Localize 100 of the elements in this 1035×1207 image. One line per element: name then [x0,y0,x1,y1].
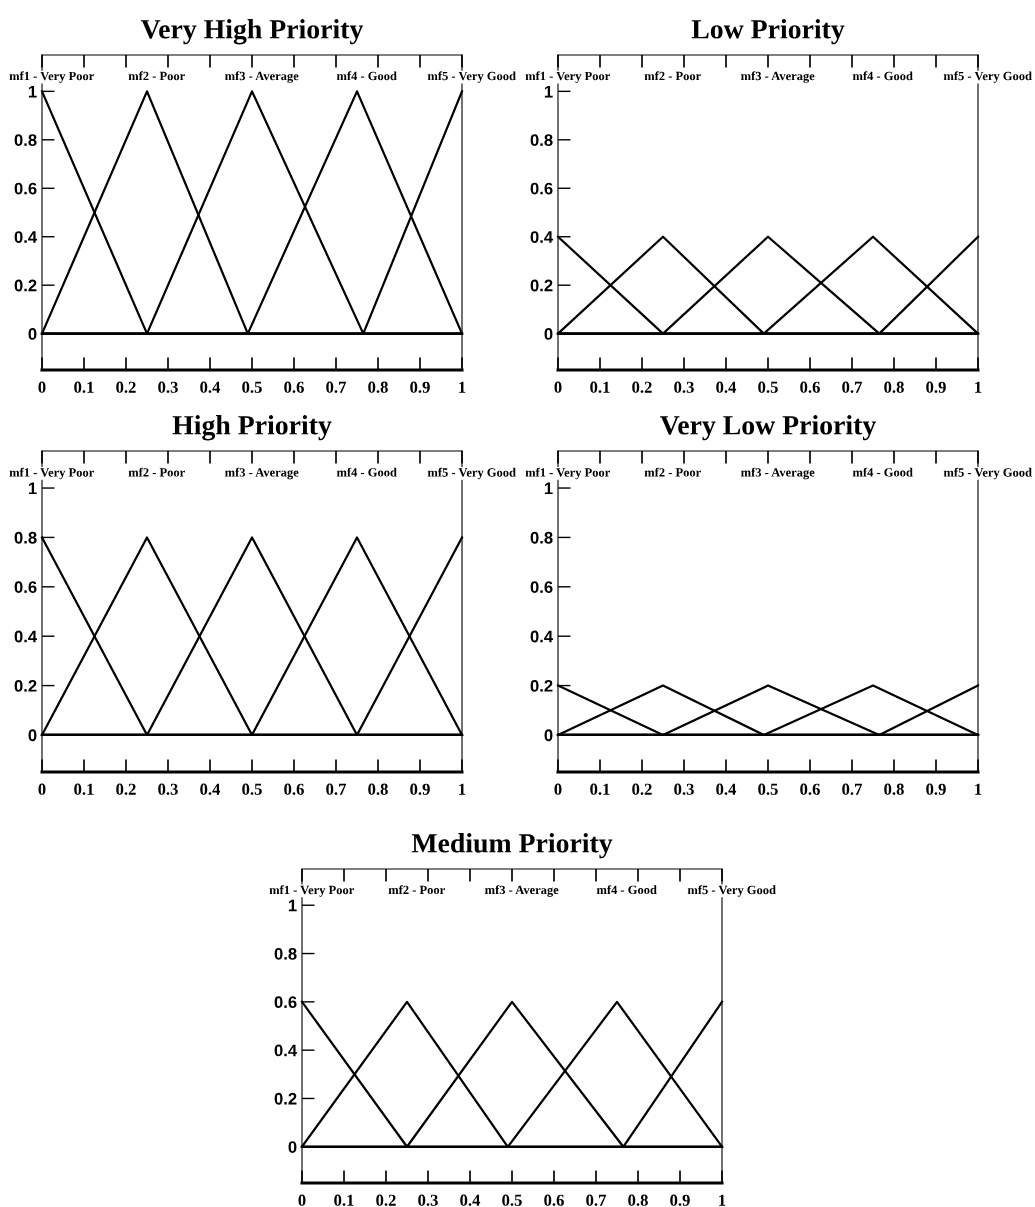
x-tick-label: 0.2 [116,783,136,795]
chart-title: Low Priority [691,19,845,45]
x-tick-label: 0.5 [242,783,262,795]
x-tick-label: 0.7 [326,381,347,393]
y-tick-label: 0 [288,1141,297,1153]
x-tick-label: 0.5 [758,381,778,393]
x-tick-label: 0 [298,1194,306,1206]
x-tick-label: 0.1 [74,381,94,393]
x-tick-label: 0.4 [460,1194,481,1206]
x-tick-label: 0.4 [200,783,221,795]
x-tick-label: 0 [554,783,562,795]
x-tick-label: 0.9 [926,381,946,393]
x-tick-label: 1 [459,381,466,393]
chart-title: Very High Priority [140,19,364,45]
y-tick-label: 0.8 [14,531,37,544]
x-tick-label: 0.4 [716,783,737,795]
x-tick-label: 0.5 [502,1194,522,1206]
legend-label: mf2 - Poor [388,885,445,895]
y-tick-label: 0 [28,729,37,742]
legend-label: mf1 - Very Poor [525,71,610,83]
y-tick-label: 1 [544,85,553,98]
y-tick-label: 0.4 [274,1044,298,1057]
x-tick-label: 0.2 [376,1194,396,1206]
x-tick-label: 0.9 [670,1194,690,1206]
y-tick-label: 1 [28,482,37,495]
x-tick-label: 0.7 [842,783,863,795]
legend-label: mf3 - Average [741,71,815,83]
x-tick-label: 0.1 [334,1194,354,1206]
legend-label: mf3 - Average [485,885,559,897]
x-tick-label: 0.8 [884,783,904,795]
x-tick-label: 0.9 [410,381,430,393]
legend-label: mf5 - Very Good [943,71,1032,83]
y-tick-label: 0.8 [14,134,37,147]
x-tick-label: 0.2 [116,381,136,393]
y-tick-label: 0.4 [530,231,554,243]
x-tick-label: 0.5 [242,381,262,393]
legend-label: mf5 - Very Good [427,71,516,83]
y-tick-label: 1 [288,899,297,912]
y-tick-label: 0.2 [530,279,553,292]
y-tick-label: 1 [544,482,553,495]
legend-label: mf2 - Poor [128,71,185,81]
y-tick-label: 0.2 [530,679,553,692]
y-tick-label: 0.6 [530,581,553,594]
x-tick-label: 0.8 [368,783,388,795]
x-tick-label: 0 [554,381,562,393]
chart-title: Very Low Priority [660,415,876,441]
x-tick-label: 0.7 [842,381,863,393]
x-tick-label: 0.8 [368,381,388,393]
legend-label: mf5 - Very Good [687,885,776,897]
x-tick-label: 1 [975,783,982,795]
x-tick-label: 1 [975,381,982,393]
x-tick-label: 0.2 [632,381,652,393]
x-tick-label: 1 [459,783,466,795]
x-tick-label: 0.6 [800,783,820,795]
y-tick-label: 0.8 [530,531,553,544]
x-tick-label: 0.9 [410,783,430,795]
y-tick-label: 0 [544,729,553,742]
legend-label: mf4 - Good [596,885,657,895]
x-tick-label: 0.5 [758,783,778,795]
legend-label: mf4 - Good [336,467,397,477]
chart-title: Medium Priority [411,833,613,859]
y-tick-label: 0.6 [530,182,553,195]
x-tick-label: 0.3 [418,1194,438,1206]
legend-label: mf2 - Poor [644,71,701,81]
legend-label: mf3 - Average [741,467,815,480]
y-tick-label: 0.8 [530,134,553,147]
y-tick-label: 0.8 [274,947,297,960]
x-tick-label: 0.3 [158,381,178,393]
y-tick-label: 0.4 [14,231,38,243]
legend-label: mf1 - Very Poor [9,467,94,480]
legend-label: mf2 - Poor [128,467,185,477]
y-tick-label: 0.4 [530,630,554,643]
x-tick-label: 0.4 [716,381,737,393]
legend-label: mf1 - Very Poor [269,885,354,897]
chart-title: High Priority [172,415,332,441]
legend-label: mf4 - Good [852,71,913,81]
x-tick-label: 0.1 [590,381,610,393]
y-tick-label: 0.6 [14,581,37,594]
legend-label: mf4 - Good [336,71,397,81]
x-tick-label: 0 [38,381,46,393]
y-tick-label: 0.4 [14,630,38,643]
legend-label: mf5 - Very Good [427,467,516,480]
x-tick-label: 0.1 [590,783,610,795]
x-tick-label: 0.1 [74,783,94,795]
y-tick-label: 0.6 [14,182,37,195]
x-tick-label: 1 [719,1194,726,1206]
x-tick-label: 0.4 [200,381,221,393]
legend-label: mf1 - Very Poor [525,467,610,480]
legend-label: mf3 - Average [225,71,299,83]
y-tick-label: 0.2 [274,1092,297,1105]
y-tick-label: 0.6 [274,996,297,1009]
y-tick-label: 1 [28,85,37,98]
x-tick-label: 0.3 [674,381,694,393]
x-tick-label: 0.8 [884,381,904,393]
legend-label: mf4 - Good [852,467,913,477]
x-tick-label: 0.7 [586,1194,607,1206]
y-tick-label: 0 [544,328,553,340]
x-tick-label: 0.3 [158,783,178,795]
x-tick-label: 0.6 [800,381,820,393]
legend-label: mf1 - Very Poor [9,71,94,83]
